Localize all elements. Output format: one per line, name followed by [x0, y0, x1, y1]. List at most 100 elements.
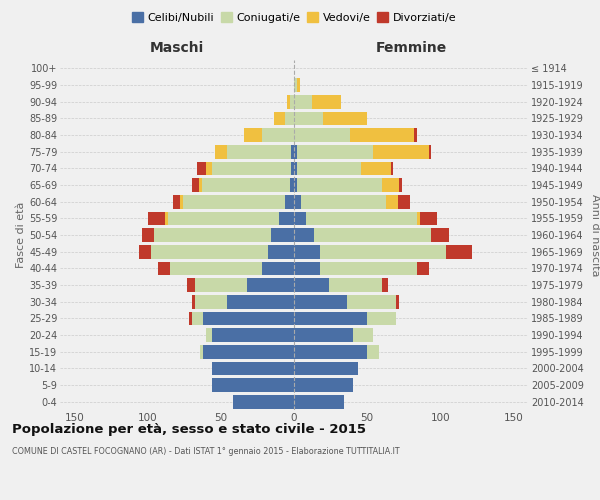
Bar: [294, 112, 323, 125]
Text: Maschi: Maschi: [150, 41, 204, 55]
Bar: [398, 195, 410, 208]
Bar: [194, 295, 227, 308]
Bar: [294, 245, 320, 258]
Bar: [191, 178, 199, 192]
Bar: [294, 212, 306, 225]
Bar: [247, 278, 294, 292]
Bar: [203, 312, 294, 325]
Bar: [294, 195, 301, 208]
Bar: [168, 212, 280, 225]
Bar: [206, 162, 212, 175]
Bar: [148, 212, 165, 225]
Bar: [203, 345, 294, 358]
Bar: [311, 95, 341, 108]
Bar: [227, 295, 294, 308]
Bar: [262, 128, 294, 142]
Bar: [382, 178, 400, 192]
Bar: [183, 195, 285, 208]
Bar: [320, 245, 446, 258]
Bar: [294, 345, 367, 358]
Bar: [297, 178, 382, 192]
Bar: [215, 145, 227, 158]
Bar: [191, 312, 203, 325]
Bar: [294, 312, 367, 325]
Bar: [262, 262, 294, 275]
Text: Popolazione per età, sesso e stato civile - 2015: Popolazione per età, sesso e stato civil…: [12, 422, 366, 436]
Bar: [154, 228, 271, 242]
Bar: [139, 245, 151, 258]
Bar: [173, 195, 180, 208]
Bar: [294, 278, 329, 292]
Bar: [320, 262, 417, 275]
Bar: [294, 95, 311, 108]
Y-axis label: Anni di nascita: Anni di nascita: [590, 194, 600, 276]
Bar: [165, 212, 168, 225]
Bar: [294, 395, 344, 408]
Bar: [158, 262, 170, 275]
Bar: [323, 112, 367, 125]
Bar: [274, 112, 285, 125]
Bar: [212, 328, 294, 342]
Bar: [202, 178, 290, 192]
Bar: [306, 212, 417, 225]
Bar: [188, 312, 191, 325]
Bar: [297, 145, 373, 158]
Bar: [428, 145, 431, 158]
Bar: [212, 162, 291, 175]
Bar: [170, 262, 262, 275]
Bar: [187, 278, 194, 292]
Y-axis label: Fasce di età: Fasce di età: [16, 202, 26, 268]
Bar: [280, 212, 294, 225]
Bar: [361, 162, 391, 175]
Bar: [347, 295, 397, 308]
Bar: [431, 228, 449, 242]
Bar: [200, 345, 203, 358]
Bar: [290, 95, 294, 108]
Bar: [386, 195, 398, 208]
Bar: [297, 162, 361, 175]
Bar: [367, 312, 397, 325]
Bar: [297, 78, 300, 92]
Bar: [191, 295, 194, 308]
Bar: [294, 162, 297, 175]
Bar: [291, 162, 294, 175]
Bar: [151, 245, 268, 258]
Bar: [268, 245, 294, 258]
Bar: [244, 128, 262, 142]
Bar: [294, 128, 350, 142]
Bar: [294, 78, 297, 92]
Bar: [353, 328, 373, 342]
Bar: [420, 212, 437, 225]
Bar: [417, 262, 428, 275]
Bar: [314, 228, 431, 242]
Bar: [285, 195, 294, 208]
Bar: [285, 112, 294, 125]
Bar: [199, 178, 202, 192]
Text: COMUNE DI CASTEL FOCOGNANO (AR) - Dati ISTAT 1° gennaio 2015 - Elaborazione TUTT: COMUNE DI CASTEL FOCOGNANO (AR) - Dati I…: [12, 448, 400, 456]
Bar: [391, 162, 394, 175]
Bar: [294, 362, 358, 375]
Bar: [294, 295, 347, 308]
Bar: [301, 195, 386, 208]
Bar: [294, 262, 320, 275]
Bar: [197, 162, 206, 175]
Legend: Celibi/Nubili, Coniugati/e, Vedovi/e, Divorziati/e: Celibi/Nubili, Coniugati/e, Vedovi/e, Di…: [127, 8, 461, 28]
Bar: [271, 228, 294, 242]
Bar: [142, 228, 154, 242]
Bar: [446, 245, 472, 258]
Bar: [180, 195, 183, 208]
Bar: [350, 128, 414, 142]
Bar: [290, 178, 294, 192]
Bar: [397, 295, 400, 308]
Bar: [329, 278, 382, 292]
Bar: [417, 212, 420, 225]
Bar: [206, 328, 212, 342]
Bar: [367, 345, 379, 358]
Bar: [233, 395, 294, 408]
Text: Femmine: Femmine: [376, 41, 446, 55]
Bar: [414, 128, 417, 142]
Bar: [294, 145, 297, 158]
Bar: [291, 145, 294, 158]
Bar: [382, 278, 388, 292]
Bar: [294, 178, 297, 192]
